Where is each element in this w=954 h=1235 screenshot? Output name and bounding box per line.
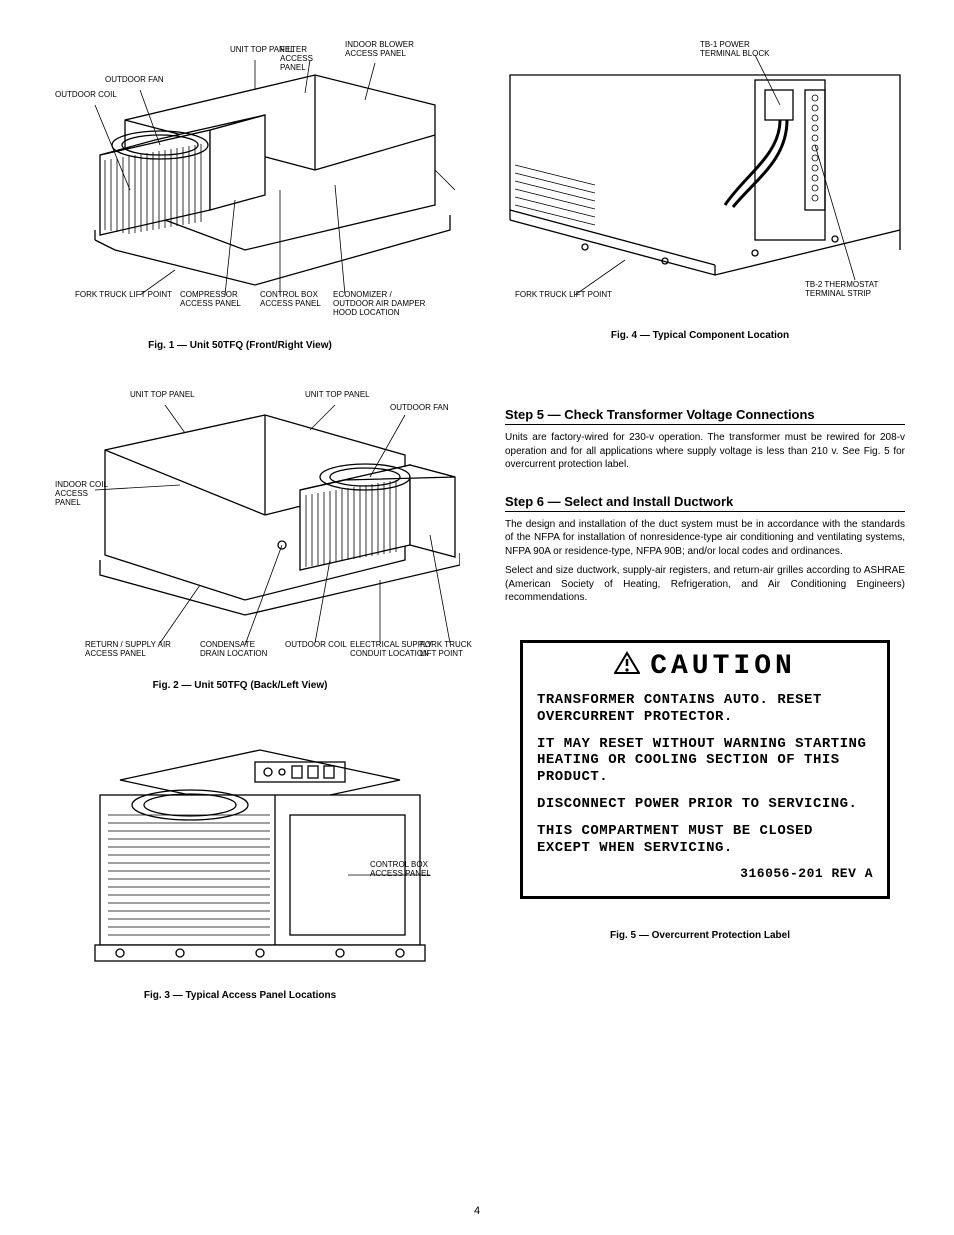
figure-1: OUTDOOR FAN OUTDOOR COIL UNIT TOP PANEL …: [55, 35, 455, 295]
fig1-callout-lift: FORK TRUCK LIFT POINT: [75, 290, 172, 299]
fig1-callout-econ: ECONOMIZER / OUTDOOR AIR DAMPER HOOD LOC…: [333, 290, 433, 318]
figure-3: CONTROL BOX ACCESS PANEL: [60, 720, 460, 980]
caution-p4: THIS COMPARTMENT MUST BE CLOSED EXCEPT W…: [537, 823, 873, 857]
figure-4: TB-1 POWER TERMINAL BLOCK TB-2 THERMOSTA…: [505, 35, 905, 295]
page-number: 4: [474, 1205, 480, 1217]
figure-2-svg: [60, 385, 460, 645]
fig1-callout-filter: FILTER ACCESS PANEL: [280, 45, 335, 73]
fig4-callout-lift: FORK TRUCK LIFT POINT: [515, 290, 612, 299]
caution-title-text: CAUTION: [650, 651, 796, 682]
fig2-callout-lift: FORK TRUCK LIFT POINT: [420, 640, 480, 658]
fig2-callout-top: UNIT TOP PANEL: [130, 390, 195, 399]
step6-heading: Step 6 — Select and Install Ductwork: [505, 494, 905, 512]
fig4-callout-tb2: TB-2 THERMOSTAT TERMINAL STRIP: [805, 280, 895, 298]
step5-heading: Step 5 — Check Transformer Voltage Conne…: [505, 407, 905, 425]
figure-2: UNIT TOP PANEL INDOOR COIL ACCESS PANEL …: [60, 385, 460, 645]
caution-box: CAUTION TRANSFORMER CONTAINS AUTO. RESET…: [520, 640, 890, 899]
step6-para1: The design and installation of the duct …: [505, 518, 905, 559]
figure-1-caption: Fig. 1 — Unit 50TFQ (Front/Right View): [90, 340, 390, 351]
fig2-callout-coil: OUTDOOR COIL: [285, 640, 347, 649]
fig1-callout-comp: COMPRESSOR ACCESS PANEL: [180, 290, 260, 308]
fig2-callout-supply: RETURN / SUPPLY AIR ACCESS PANEL: [85, 640, 175, 658]
fig1-callout-coil: OUTDOOR COIL: [55, 90, 117, 99]
fig2-callout-indoor: INDOOR COIL ACCESS PANEL: [55, 480, 115, 508]
fig1-callout-blower: INDOOR BLOWER ACCESS PANEL: [345, 40, 425, 58]
step5-para: Units are factory-wired for 230-v operat…: [505, 431, 905, 472]
fig1-callout-control: CONTROL BOX ACCESS PANEL: [260, 290, 330, 308]
fig4-callout-tb1: TB-1 POWER TERMINAL BLOCK: [700, 40, 780, 58]
figure-3-caption: Fig. 3 — Typical Access Panel Locations: [80, 990, 400, 1001]
fig1-callout-fan: OUTDOOR FAN: [105, 75, 164, 84]
caution-p2: IT MAY RESET WITHOUT WARNING STARTING HE…: [537, 736, 873, 786]
figure-2-caption: Fig. 2 — Unit 50TFQ (Back/Left View): [90, 680, 390, 691]
figure-1-svg: [55, 35, 455, 295]
caution-title-row: CAUTION: [537, 651, 873, 682]
page: OUTDOOR FAN OUTDOOR COIL UNIT TOP PANEL …: [0, 0, 954, 1235]
figure-4-caption: Fig. 4 — Typical Component Location: [540, 330, 860, 341]
right-column: Step 5 — Check Transformer Voltage Conne…: [505, 385, 905, 611]
warning-triangle-icon: [614, 651, 640, 675]
figure-3-svg: [60, 720, 460, 980]
fig2-callout-top2: UNIT TOP PANEL: [305, 390, 370, 399]
caution-rev: 316056-201 REV A: [537, 866, 873, 882]
figure-4-svg: [505, 35, 905, 295]
fig2-callout-drain: CONDENSATE DRAIN LOCATION: [200, 640, 280, 658]
fig2-callout-fan: OUTDOOR FAN: [390, 403, 449, 412]
caution-p3: DISCONNECT POWER PRIOR TO SERVICING.: [537, 796, 873, 813]
caution-p1: TRANSFORMER CONTAINS AUTO. RESET OVERCUR…: [537, 692, 873, 726]
figure-5-caption: Fig. 5 — Overcurrent Protection Label: [540, 930, 860, 941]
step6-para2: Select and size ductwork, supply-air reg…: [505, 564, 905, 605]
fig3-callout-access: CONTROL BOX ACCESS PANEL: [370, 860, 440, 878]
